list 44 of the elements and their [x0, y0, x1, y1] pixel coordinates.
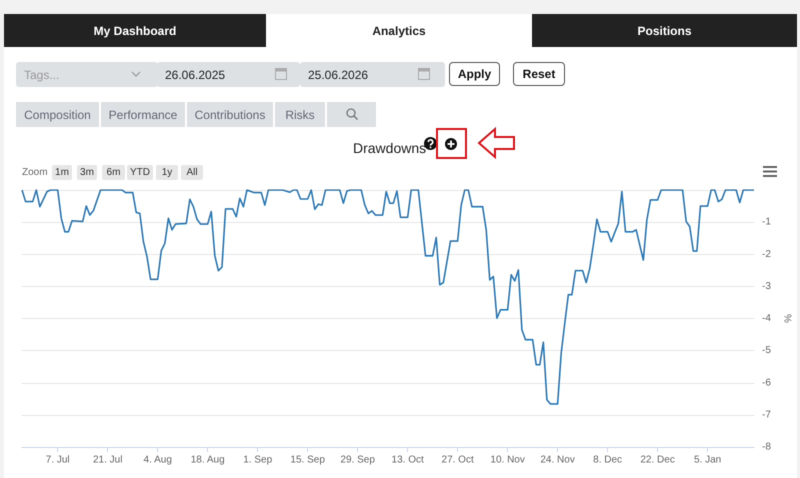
y-tick-label: -7: [762, 409, 772, 420]
y-tick-label: -8: [762, 442, 772, 452]
x-tick-label: 5. Jan: [694, 454, 722, 466]
y-tick-label: -2: [762, 248, 772, 260]
x-tick-label: 10. Nov: [490, 454, 525, 466]
line-series: [21, 189, 755, 405]
y-tick-label: -4: [762, 313, 772, 324]
x-tick-label: 15. Sep: [290, 454, 326, 466]
x-tick-label: 29. Sep: [340, 454, 376, 466]
x-tick-label: 22. Dec: [640, 454, 675, 466]
text: YTD: [130, 167, 150, 178]
x-tick-label: 7. Jul: [46, 454, 70, 466]
y-axis-title: %: [782, 314, 792, 324]
text: My Dashboard: [94, 24, 176, 38]
text: 1y: [162, 167, 172, 178]
text: Apply: [458, 67, 492, 81]
text: 1m: [55, 167, 69, 178]
text: Performance: [108, 108, 178, 122]
y-tick-label: -3: [762, 280, 772, 292]
text: Analytics: [372, 24, 426, 38]
x-tick-label: 21. Jul: [92, 454, 122, 466]
text: Zoom: [22, 167, 48, 178]
y-tick-label: -6: [762, 377, 772, 388]
text: All: [186, 167, 198, 178]
x-tick-label: 18. Aug: [190, 454, 225, 466]
text: Contributions: [194, 108, 266, 122]
text: 3m: [80, 167, 94, 178]
x-tick-label: 4. Aug: [144, 454, 172, 466]
text: 6m: [106, 167, 120, 178]
text: 26.06.2025: [165, 68, 226, 82]
text: Positions: [637, 24, 692, 38]
x-tick-label: 24. Nov: [540, 454, 575, 466]
y-tick-label: -1: [762, 216, 772, 228]
chart-title: Drawdowns: [353, 140, 426, 156]
x-tick-label: 13. Oct: [392, 454, 424, 466]
text: Reset: [522, 67, 556, 81]
text: Composition: [24, 108, 91, 122]
x-tick-label: 8. Dec: [593, 454, 622, 466]
y-tick-label: -5: [762, 345, 772, 356]
x-tick-label: 1. Sep: [243, 454, 273, 466]
text: 25.06.2026: [308, 68, 368, 82]
text: Risks: [285, 108, 315, 122]
x-tick-label: 27. Oct: [442, 454, 474, 466]
text: Tags...: [24, 68, 60, 82]
